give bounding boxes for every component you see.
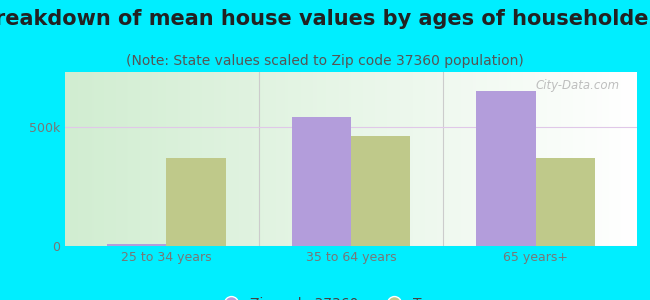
Legend: Zip code 37360, Tennessee: Zip code 37360, Tennessee bbox=[211, 291, 491, 300]
Bar bbox=[292, 117, 351, 246]
Bar bbox=[166, 158, 226, 246]
Bar bbox=[107, 244, 166, 246]
Bar bbox=[536, 158, 595, 246]
Text: Breakdown of mean house values by ages of householders: Breakdown of mean house values by ages o… bbox=[0, 9, 650, 29]
Bar bbox=[351, 136, 410, 246]
Text: City-Data.com: City-Data.com bbox=[536, 79, 620, 92]
Text: (Note: State values scaled to Zip code 37360 population): (Note: State values scaled to Zip code 3… bbox=[126, 54, 524, 68]
Bar bbox=[476, 91, 536, 246]
